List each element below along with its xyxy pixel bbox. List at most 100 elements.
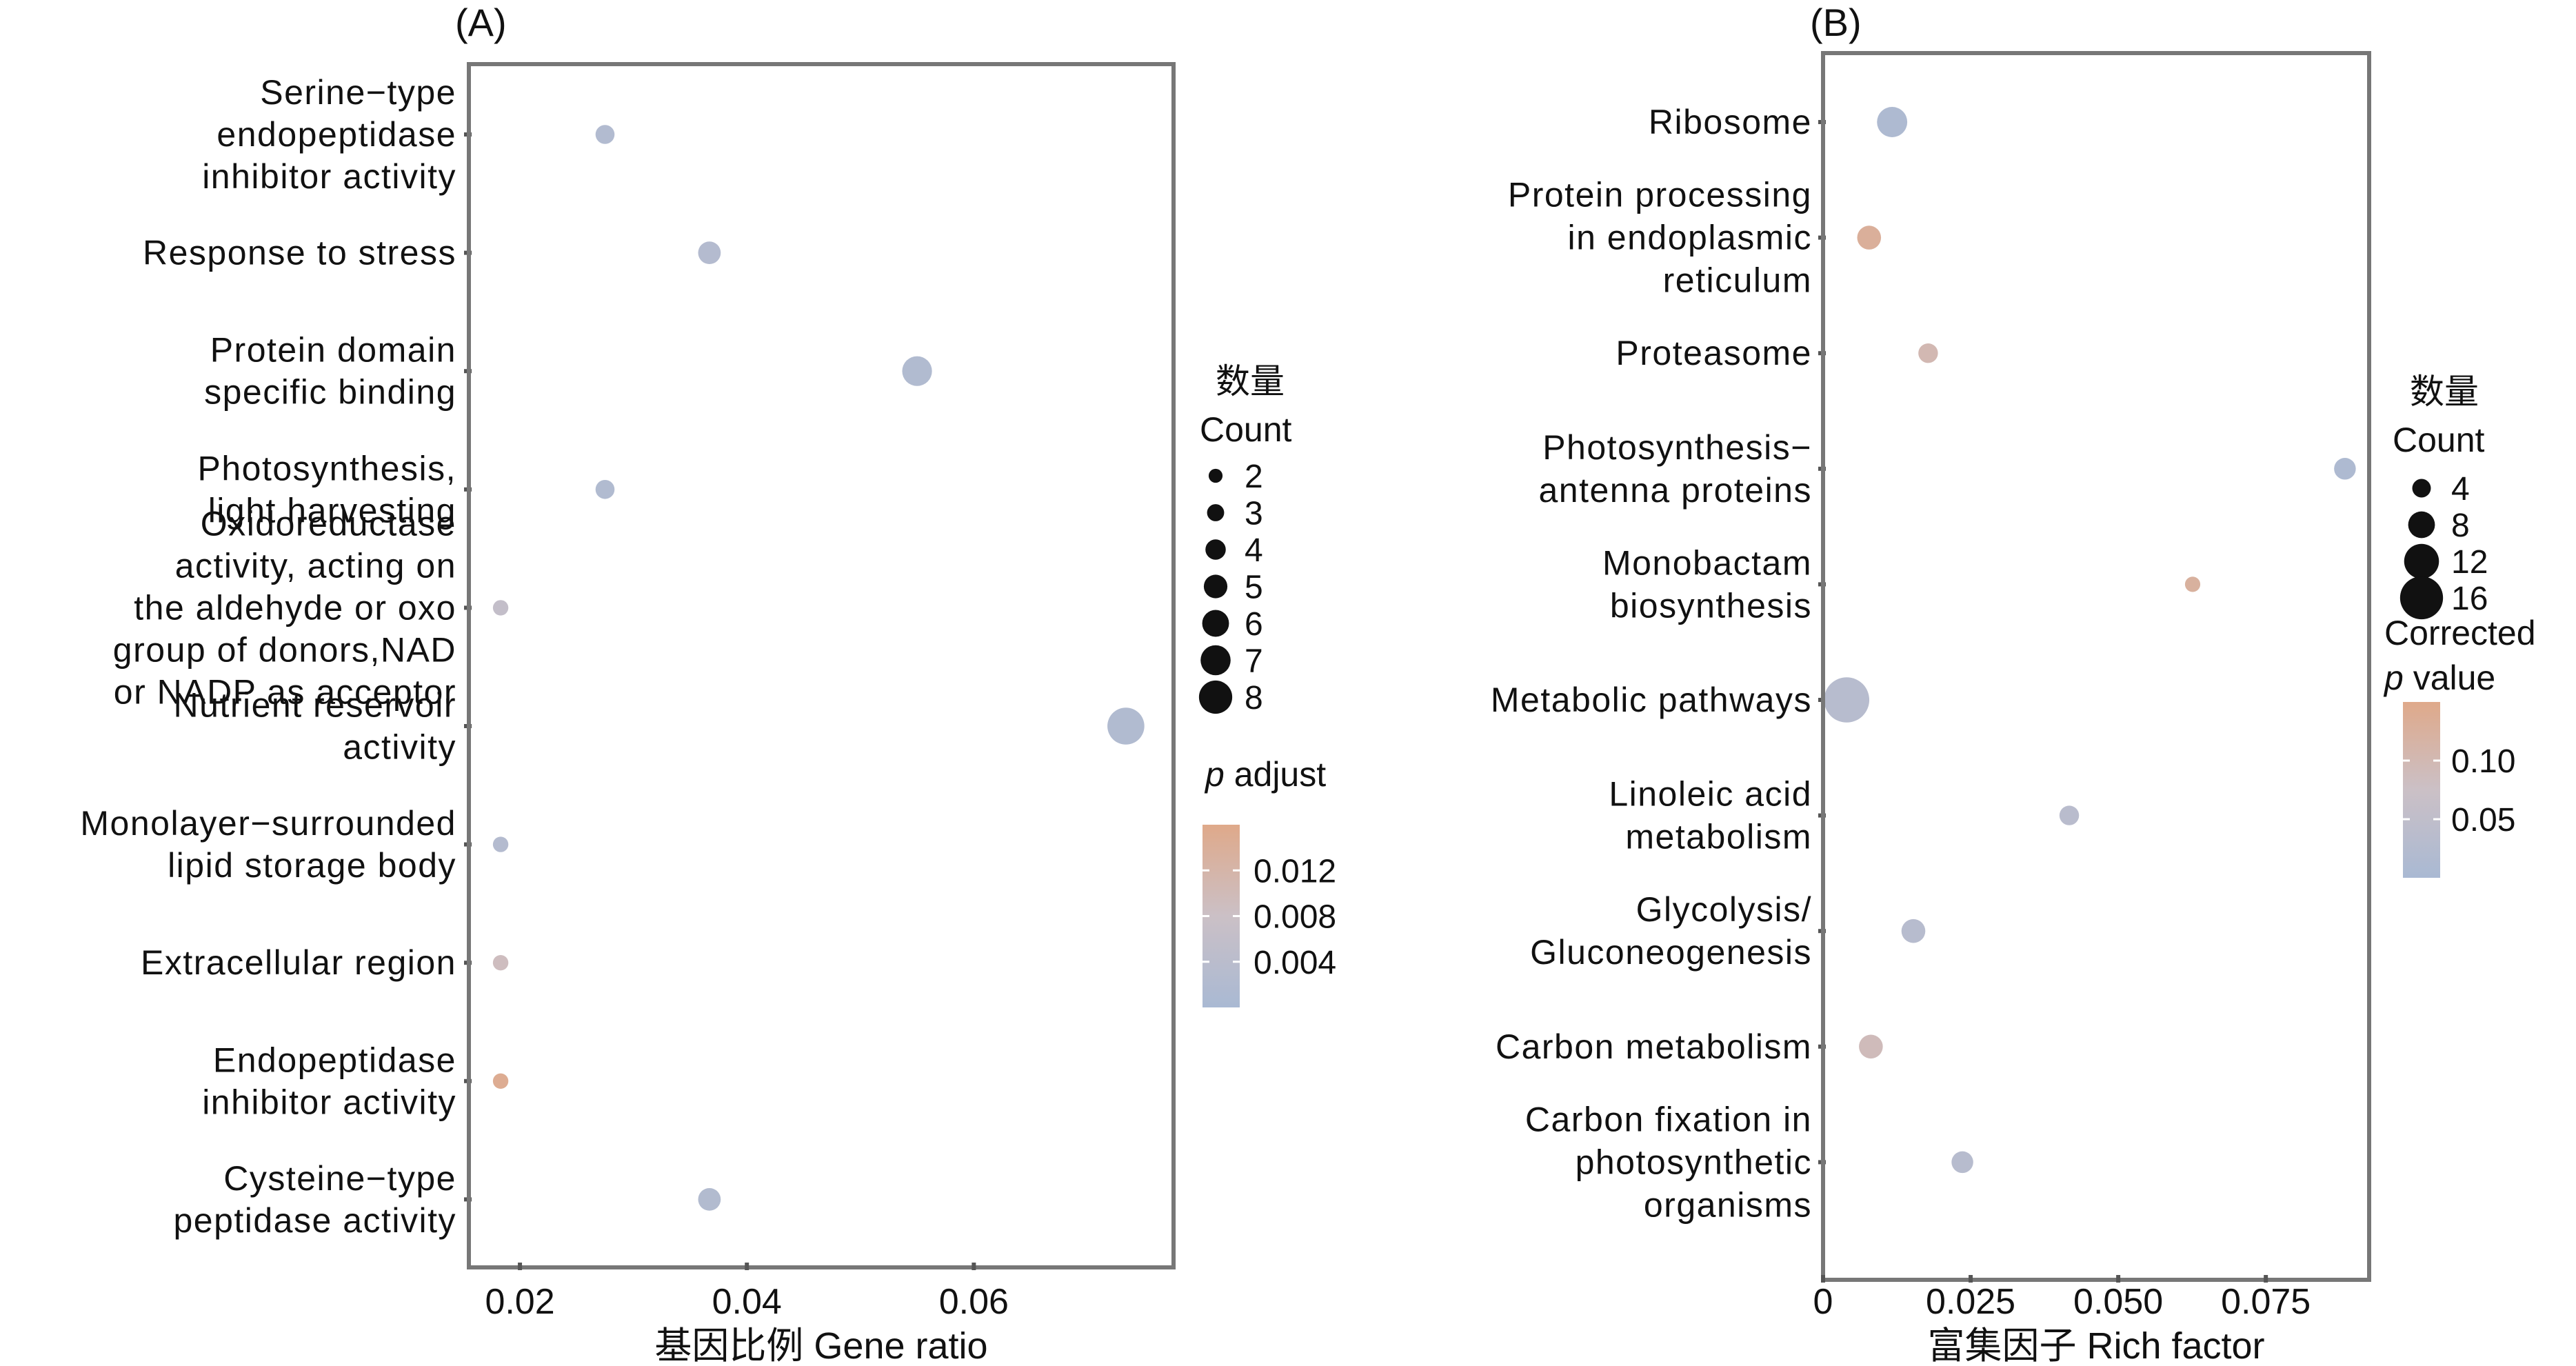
x-tick-label: 0.050 [2073, 1282, 2163, 1322]
x-tick-label: 0.04 [712, 1282, 782, 1322]
category-label: Serine−type endopeptidase inhibitor activi… [202, 73, 456, 196]
category-label-line: peptidase activity [173, 1201, 456, 1240]
category-label: Photosynthesis, light harvesting [198, 449, 456, 530]
category-label: Linoleic acid metabolism [1609, 775, 1812, 856]
size-legend-dot [1207, 504, 1225, 521]
x-axis-ticks-a: 0.02 0.04 0.06 [485, 1263, 1009, 1322]
category-label-line: Protein processing [1508, 176, 1812, 214]
category-label-line: organisms [1644, 1185, 1812, 1224]
category-label: Protein domain specific binding [204, 331, 456, 412]
category-label-line: specific binding [204, 373, 456, 412]
size-legend-dot [2412, 479, 2431, 498]
size-legend-dot [1208, 468, 1223, 483]
color-bar-ticks-b: 0.10 0.05 [2403, 743, 2515, 838]
bubble-point [1877, 107, 1908, 137]
size-legend-dot [2408, 511, 2435, 539]
x-axis-title-b: 富集因子 Rich factor [1927, 1325, 2264, 1366]
x-tick-label: 0.06 [939, 1282, 1009, 1322]
category-label: Carbon metabolism [1496, 1027, 1812, 1066]
category-label: Proteasome [1616, 334, 1812, 372]
bubble-point [1107, 707, 1145, 745]
panel-b: (B) Ribosome Protein processing in endopla… [1491, 1, 2536, 1366]
bubble-point [492, 1073, 509, 1089]
size-legend-dot [1200, 645, 1231, 676]
bubble-point [902, 356, 932, 386]
size-legend-dot [2404, 543, 2439, 579]
category-label: Monobactam biosynthesis [1602, 543, 1812, 625]
size-legend-dot [2399, 576, 2444, 620]
category-label-line: Monolayer−surrounded [80, 804, 456, 843]
category-label: Carbon fixation in photosynthetic organism… [1525, 1100, 1812, 1224]
category-label-line: metabolism [1625, 818, 1812, 856]
category-label-line: inhibitor activity [202, 1083, 456, 1121]
category-label-line: Cysteine−type [223, 1159, 456, 1198]
bubble-point [1918, 343, 1938, 363]
category-label-line: Gluconeogenesis [1530, 933, 1812, 972]
color-bar-tick-label: 0.10 [2451, 743, 2515, 780]
color-bar-ticks-a: 0.012 0.008 0.004 [1203, 853, 1336, 981]
category-label: Endopeptidase inhibitor activity [202, 1041, 456, 1121]
category-label-line: the aldehyde or oxo [134, 588, 456, 627]
bubble-point [492, 600, 509, 616]
category-label-line: group of donors,NAD [113, 630, 456, 669]
color-bar-tick-label: 0.012 [1254, 853, 1336, 890]
size-legend-dot [1203, 574, 1228, 599]
category-label-line: lipid storage body [168, 846, 456, 885]
size-legend-dot [1205, 539, 1226, 560]
category-label-line: in endoplasmic [1567, 219, 1812, 257]
bubble-point [492, 836, 509, 852]
category-label-line: activity, acting on [175, 546, 456, 585]
x-axis-title-a: 基因比例 Gene ratio [654, 1325, 987, 1366]
color-legend-title-a: p adjust [1204, 755, 1326, 794]
color-legend-title-line1-b: Corrected [2384, 614, 2536, 652]
size-legend-label: 2 [1245, 459, 1263, 495]
category-label-line: reticulum [1663, 261, 1812, 300]
bubbles-b [1824, 107, 2356, 1174]
size-legend-title-en-a: Count [1200, 410, 1292, 449]
category-label: Oxidoreductase activity, acting on the ald… [113, 504, 456, 711]
category-label-line: Response to stress [143, 234, 456, 272]
category-label: Ribosome [1649, 103, 1812, 141]
bubble-point [595, 125, 615, 144]
category-label-line: Metabolic pathways [1491, 681, 1812, 719]
category-label-line: biosynthesis [1610, 586, 1812, 625]
size-legend-dot [1198, 680, 1233, 714]
category-label-line: Proteasome [1616, 334, 1812, 372]
color-bar-b [2403, 702, 2440, 878]
category-label: Response to stress [143, 234, 456, 272]
panel-a: (A) Serine−type endopeptidase inhibitor ac… [80, 1, 1336, 1366]
category-label-line: Linoleic acid [1609, 775, 1812, 814]
category-label: Metabolic pathways [1491, 681, 1812, 719]
category-label-line: Photosynthesis− [1542, 428, 1812, 467]
size-legend-title-en-b: Count [2393, 421, 2485, 459]
category-label-line: activity [343, 728, 456, 767]
category-label-line: Carbon metabolism [1496, 1027, 1812, 1066]
bubble-point [698, 241, 721, 264]
category-label-line: Glycolysis/ [1636, 890, 1812, 929]
category-label-line: Nutrient reservoir [174, 686, 456, 725]
size-legend-label: 3 [1245, 496, 1263, 532]
category-label-line: Carbon fixation in [1525, 1100, 1812, 1138]
bubble-point [1857, 225, 1882, 250]
size-legend-title-cn-a: 数量 [1216, 362, 1285, 401]
bubble-point [2334, 458, 2356, 480]
category-label: Glycolysis/Gluconeogenesis [1530, 890, 1812, 972]
x-tick-label: 0.02 [485, 1282, 554, 1322]
category-label-line: inhibitor activity [202, 157, 456, 196]
color-legend-title-b: p value [2383, 659, 2495, 697]
category-label-line: Monobactam [1602, 543, 1812, 582]
category-label-line: or NADP as acceptor [114, 672, 456, 711]
size-legend-label: 16 [2451, 581, 2488, 617]
color-legend-title-italic-b: p [2383, 659, 2404, 697]
panel-label-a: (A) [455, 1, 507, 44]
size-legend-label: 6 [1245, 606, 1263, 643]
bubble-point [698, 1188, 721, 1211]
size-legend-label: 4 [2451, 471, 2470, 508]
category-label-line: Photosynthesis, [198, 449, 456, 488]
x-tick-label: 0.025 [1926, 1282, 2015, 1322]
category-label-line: Endopeptidase [213, 1041, 456, 1079]
color-bar-tick-label: 0.05 [2451, 802, 2515, 838]
panel-label-b: (B) [1810, 1, 1862, 44]
